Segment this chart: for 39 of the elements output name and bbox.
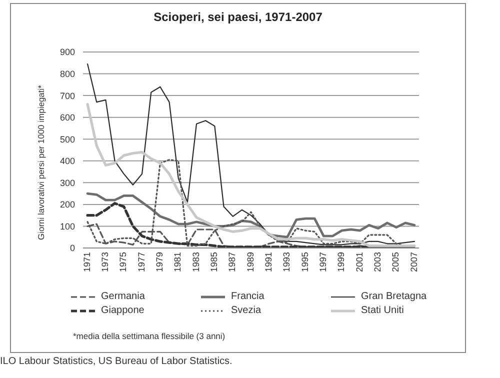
x-tick-label: 1989: [245, 252, 256, 272]
y-tick-label: 900: [60, 47, 75, 58]
y-axis-title: Giorni lavorativi persi per 1000 impiegati*: [36, 84, 46, 240]
x-tick-label: 1971: [82, 252, 92, 272]
chart-title: Scioperi, sei paesi, 1971-2007: [152, 10, 324, 24]
x-tick-label: 1993: [282, 252, 292, 272]
y-tick-label: 700: [60, 90, 75, 101]
legend-label: Germania: [101, 291, 145, 302]
x-tick-label: 1985: [209, 252, 220, 272]
text: *media della settimana flessibile (3 anni): [73, 331, 226, 341]
y-tick-label: 800: [60, 68, 75, 79]
legend-label: Francia: [231, 291, 264, 302]
legend-label: Svezia: [231, 305, 262, 316]
x-tick-label: 1995: [300, 252, 310, 272]
legend-label: Gran Bretagna: [361, 291, 427, 302]
x-tick-label: 1991: [264, 252, 274, 272]
x-tick-label: 2003: [372, 252, 383, 272]
y-tick-label: 0: [70, 243, 75, 254]
x-tick-label: 1977: [136, 252, 146, 272]
x-tick-label: 1981: [172, 252, 183, 272]
x-tick-label: 2005: [390, 252, 401, 272]
y-tick-label: 200: [60, 200, 75, 210]
x-tick-label: 1997: [318, 252, 328, 272]
y-tick-label: 400: [60, 156, 75, 166]
x-tick-label: 2007: [408, 252, 419, 272]
x-tick-label: 1975: [118, 252, 128, 272]
y-tick-label: 100: [60, 221, 75, 232]
text: ILO Labour Statistics, US Bureau of Labor Statistics.: [0, 356, 232, 367]
legend-label: Stati Uniti: [361, 305, 404, 316]
x-tick-label: 2001: [354, 252, 364, 272]
x-tick-label: 1999: [336, 252, 346, 272]
y-tick-label: 300: [60, 178, 75, 188]
legend-label: Giappone: [101, 305, 144, 316]
x-tick-label: 1983: [190, 252, 201, 272]
y-tick-label: 500: [60, 134, 75, 144]
x-tick-label: 1973: [100, 252, 110, 272]
x-tick-label: 1979: [154, 252, 165, 272]
x-tick-label: 1987: [227, 252, 238, 272]
y-tick-label: 600: [60, 112, 75, 123]
